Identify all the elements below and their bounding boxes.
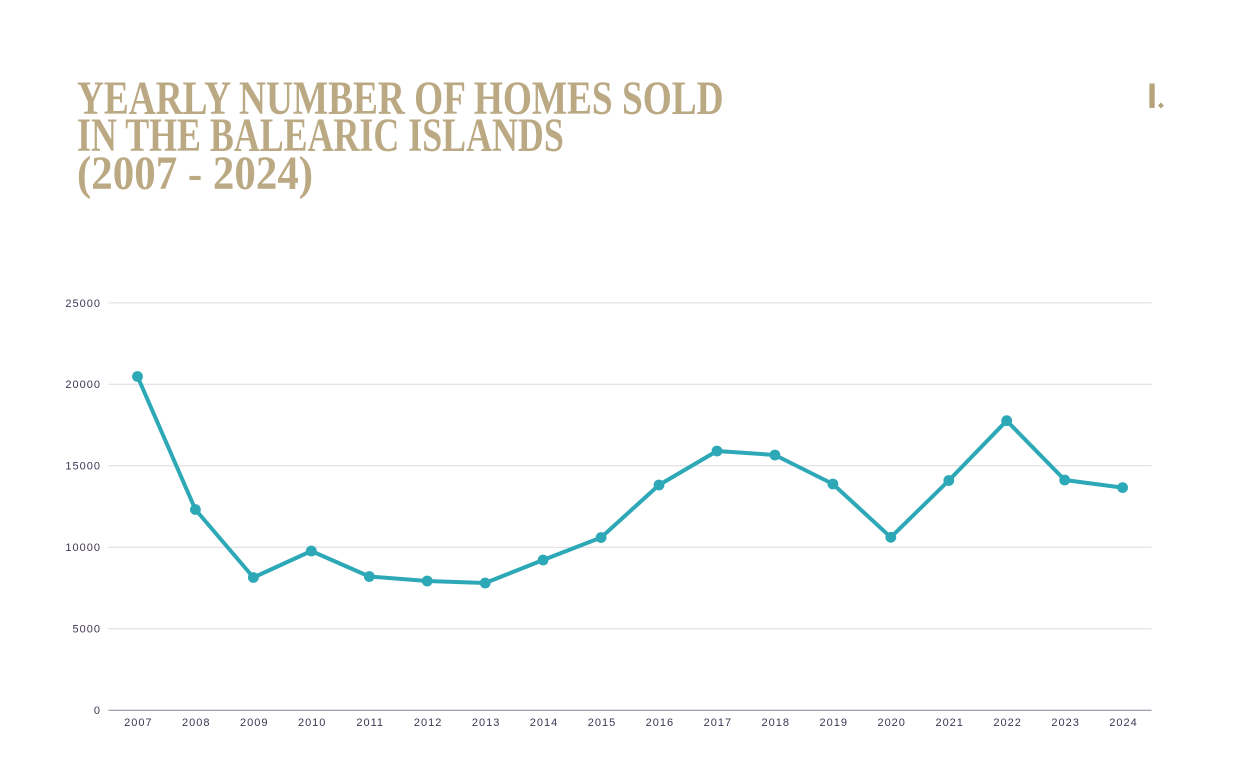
svg-text:0: 0 [94, 705, 101, 717]
svg-text:2024: 2024 [1109, 717, 1137, 729]
svg-text:2021: 2021 [935, 717, 963, 729]
svg-text:15000: 15000 [65, 461, 101, 473]
svg-text:2013: 2013 [472, 717, 500, 729]
svg-text:2016: 2016 [646, 717, 674, 729]
svg-text:2020: 2020 [877, 717, 905, 729]
svg-text:2009: 2009 [240, 717, 268, 729]
svg-text:2023: 2023 [1051, 717, 1079, 729]
svg-text:2015: 2015 [588, 717, 616, 729]
svg-text:2018: 2018 [762, 717, 790, 729]
svg-text:2010: 2010 [298, 717, 326, 729]
svg-text:5000: 5000 [73, 624, 101, 636]
svg-text:20000: 20000 [65, 379, 101, 391]
svg-text:2014: 2014 [530, 717, 558, 729]
svg-text:2007: 2007 [124, 717, 152, 729]
svg-text:10000: 10000 [65, 542, 101, 554]
svg-text:2022: 2022 [993, 717, 1021, 729]
svg-text:2017: 2017 [704, 717, 732, 729]
svg-text:2019: 2019 [820, 717, 848, 729]
svg-text:2012: 2012 [414, 717, 442, 729]
svg-text:2011: 2011 [356, 717, 384, 729]
svg-text:2008: 2008 [182, 717, 210, 729]
svg-text:25000: 25000 [65, 298, 101, 310]
